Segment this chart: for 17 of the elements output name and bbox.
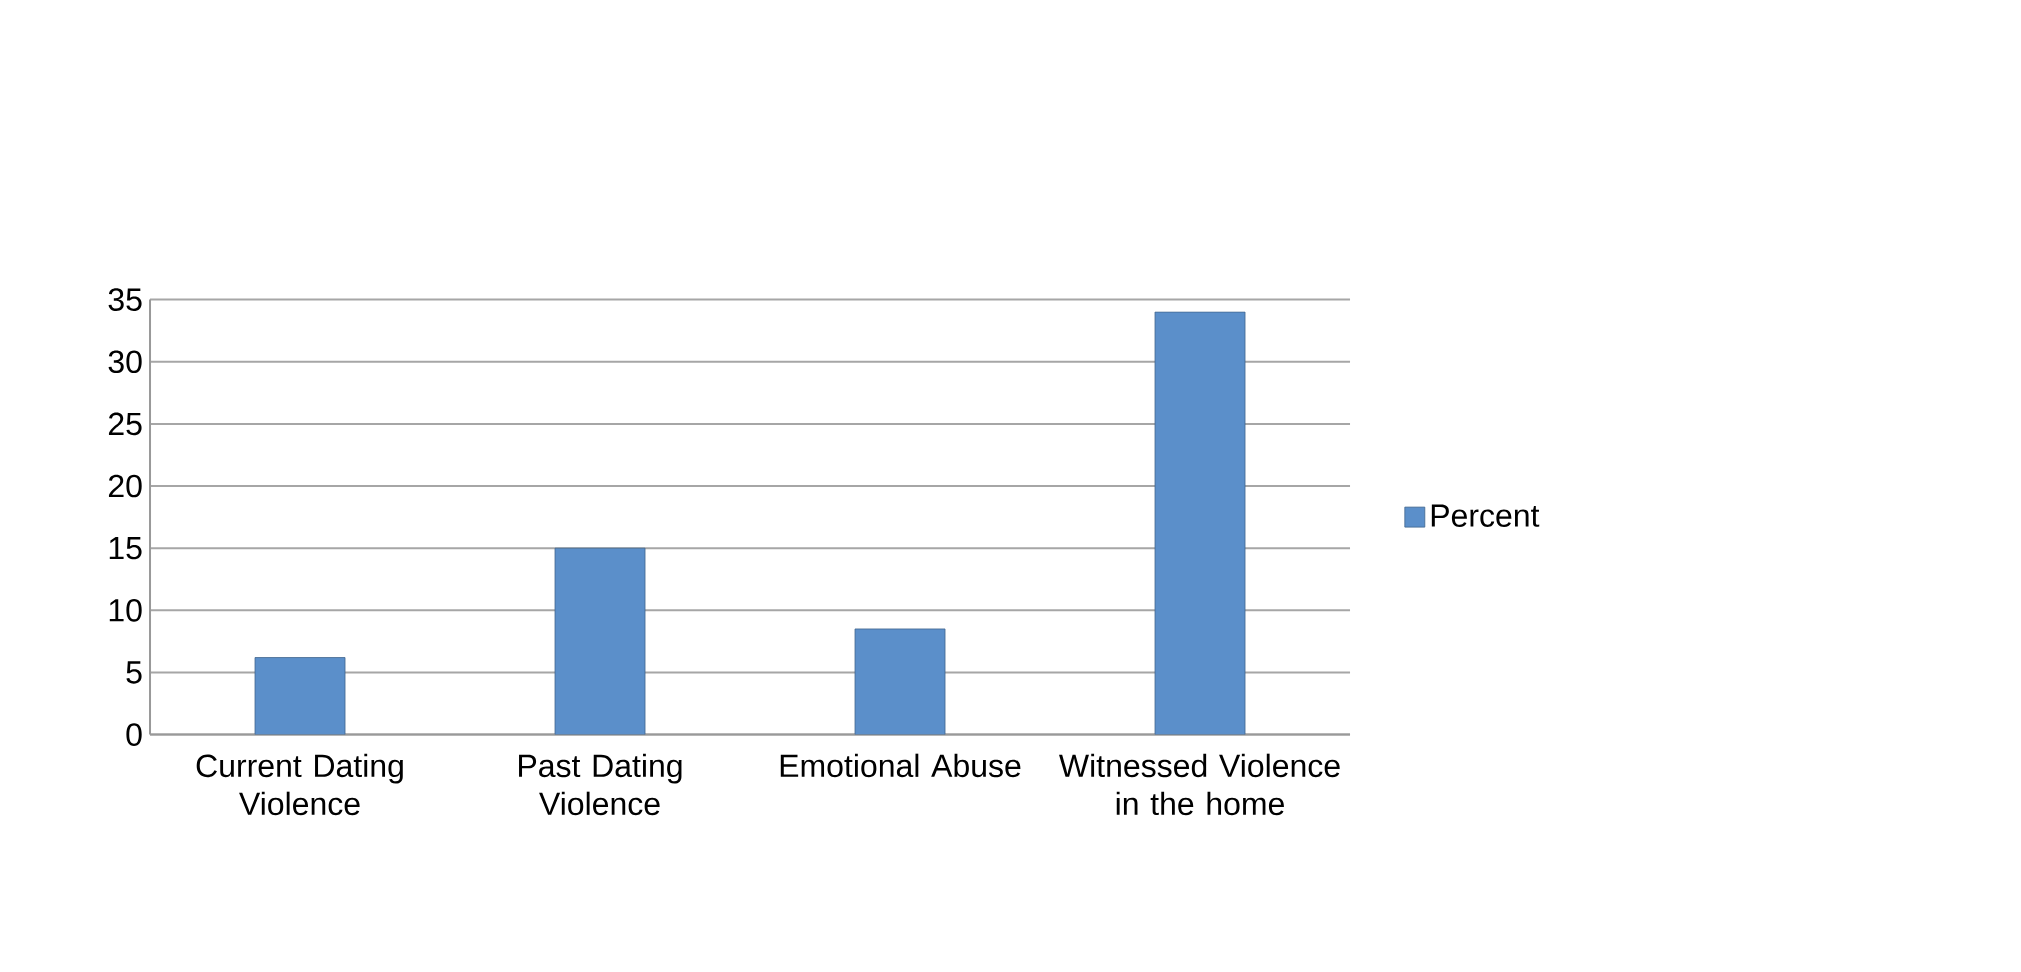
x-tick-label: Emotional Abuse bbox=[780, 753, 1021, 778]
bar bbox=[1154, 311, 1246, 735]
y-tick-label: 35 bbox=[108, 288, 142, 311]
y-tick-label: 30 bbox=[108, 350, 142, 374]
x-tick-label: Past Dating Violence bbox=[519, 753, 682, 816]
bar bbox=[554, 547, 646, 735]
x-tick-label: Current Dating Violence bbox=[196, 753, 403, 816]
bar bbox=[254, 657, 346, 735]
y-tick-label: 15 bbox=[109, 537, 142, 560]
bar bbox=[854, 628, 946, 735]
y-tick-label: 25 bbox=[108, 412, 142, 436]
y-tick-label: 20 bbox=[108, 474, 142, 498]
y-tick-label: 10 bbox=[109, 599, 142, 622]
y-tick-label: 5 bbox=[126, 661, 142, 684]
y-tick-label: 0 bbox=[126, 723, 142, 746]
x-tick-label: Witnessed Violence in the home bbox=[1059, 753, 1340, 816]
legend-label: Percent bbox=[1431, 504, 1540, 527]
